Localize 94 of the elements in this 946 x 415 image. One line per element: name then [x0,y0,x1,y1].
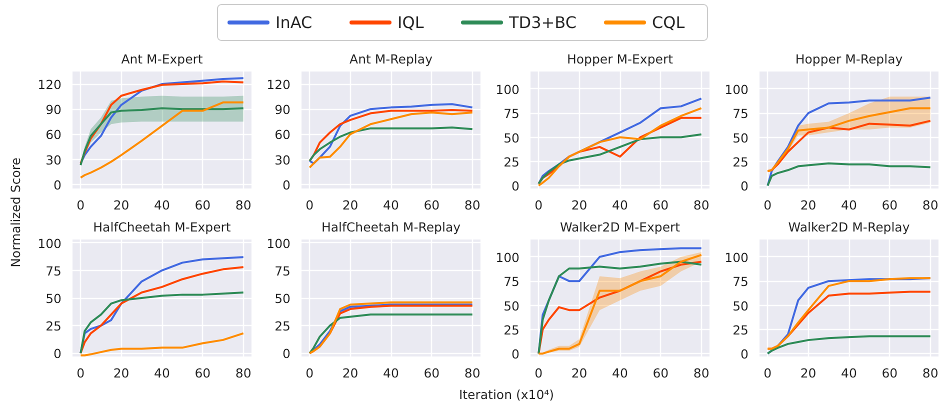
x-tick-label: 40 [383,366,399,380]
y-tick-label: 50 [732,298,749,314]
y-tick-label: 90 [46,102,62,118]
x-tick-label: 80 [235,366,252,380]
x-tick-label: 60 [424,366,440,380]
x-tick-label: 20 [113,198,130,212]
x-tick-label: 40 [612,198,628,212]
chart-title: Hopper M-Replay [795,52,904,66]
y-tick-label: 0 [512,178,520,194]
x-tick-label: 60 [194,198,211,212]
y-axis-title: Normalized Score [8,157,23,268]
x-tick-label: 0 [76,198,85,212]
x-tick-label: 0 [534,366,543,380]
y-tick-label: 90 [274,102,291,118]
y-tick-label: 30 [274,152,291,168]
x-tick-label: 40 [841,366,857,380]
y-tick-label: 100 [38,236,62,251]
x-tick-label: 60 [882,366,898,380]
legend-label: TD3+BC [508,13,577,32]
legend-label: CQL [652,13,685,32]
x-tick-label: 40 [154,366,170,380]
x-tick-label: 60 [652,198,669,212]
y-tick-label: 0 [282,346,291,362]
x-tick-label: 0 [76,366,85,380]
x-tick-label: 20 [800,198,816,212]
x-tick-label: 20 [342,198,358,212]
y-tick-label: 60 [274,127,291,142]
x-tick-label: 80 [922,198,938,212]
y-tick-label: 50 [46,291,62,306]
y-tick-label: 100 [496,250,520,265]
y-tick-label: 50 [732,130,749,146]
x-tick-label: 60 [652,366,669,380]
y-tick-label: 120 [266,77,291,92]
y-tick-label: 75 [504,274,520,290]
x-tick-label: 40 [841,198,857,212]
y-tick-label: 75 [274,263,290,278]
x-tick-label: 80 [235,198,252,212]
y-tick-label: 0 [54,177,62,192]
x-tick-label: 0 [764,366,772,380]
x-tick-label: 0 [764,198,772,212]
chart-title: HalfCheetah M-Expert [93,220,231,234]
y-tick-label: 75 [46,263,62,278]
chart-title: HalfCheetah M-Replay [322,220,462,234]
x-tick-label: 60 [882,198,898,212]
x-tick-label: 40 [154,198,170,212]
y-tick-label: 25 [504,322,520,338]
x-tick-label: 20 [571,198,588,212]
x-tick-label: 80 [922,366,938,380]
x-tick-label: 40 [612,366,628,380]
y-tick-label: 50 [504,130,520,146]
y-tick-label: 100 [496,82,520,97]
x-axis-title: Iteration (x10⁴) [458,387,554,402]
y-tick-label: 25 [732,322,748,338]
y-tick-label: 25 [732,154,748,170]
legend-label: IQL [398,13,424,32]
x-tick-label: 0 [534,198,543,212]
chart-title: Ant M-Expert [121,52,203,66]
x-tick-label: 20 [113,366,130,380]
y-tick-label: 25 [504,154,520,170]
legend-label: InAC [276,13,312,32]
y-tick-label: 100 [724,82,749,97]
y-tick-label: 25 [46,318,62,334]
y-tick-label: 75 [732,106,748,122]
y-tick-label: 60 [46,127,62,142]
y-tick-label: 0 [740,178,749,194]
x-tick-label: 40 [383,198,399,212]
x-tick-label: 0 [306,198,314,212]
y-tick-label: 0 [282,177,291,192]
x-tick-label: 20 [800,366,816,380]
x-tick-label: 20 [342,366,358,380]
y-tick-label: 50 [274,291,291,306]
chart-title: Ant M-Replay [350,52,434,66]
y-tick-label: 75 [732,274,748,290]
y-tick-label: 0 [512,346,520,362]
y-tick-label: 120 [38,77,62,92]
x-tick-label: 80 [693,366,710,380]
y-tick-label: 0 [740,346,749,362]
y-tick-label: 75 [504,106,520,122]
chart-title: Walker2D M-Replay [788,220,910,234]
x-tick-label: 0 [306,366,314,380]
x-tick-label: 80 [693,198,710,212]
y-tick-label: 50 [504,298,520,314]
chart-title: Walker2D M-Expert [560,220,680,234]
x-tick-label: 60 [194,366,211,380]
y-tick-label: 30 [46,152,62,168]
y-tick-label: 100 [724,250,749,265]
x-tick-label: 60 [424,198,440,212]
x-tick-label: 20 [571,366,588,380]
y-tick-label: 0 [54,346,62,362]
x-tick-label: 80 [464,366,480,380]
y-tick-label: 25 [274,318,290,334]
x-tick-label: 80 [464,198,480,212]
chart-title: Hopper M-Expert [567,52,674,66]
y-tick-label: 100 [266,236,291,251]
